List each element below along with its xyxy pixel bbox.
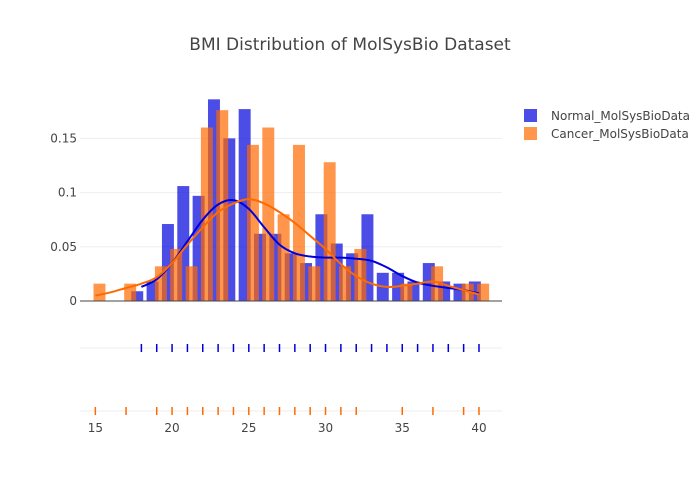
y-tick-label: 0.15: [50, 131, 77, 145]
legend-label[interactable]: Cancer_MolSysBioData: [551, 127, 689, 141]
legend-swatch[interactable]: [524, 109, 537, 122]
histogram-bar-normal[interactable]: [407, 281, 420, 301]
x-tick-label: 35: [395, 421, 410, 435]
histogram-bar-cancer[interactable]: [216, 110, 229, 301]
histogram-bar-cancer[interactable]: [93, 283, 106, 301]
histogram-bar-normal[interactable]: [330, 243, 343, 301]
histogram-bar-normal[interactable]: [300, 263, 313, 301]
histogram-bar-cancer[interactable]: [354, 248, 367, 301]
histogram-bar-normal[interactable]: [361, 214, 374, 301]
histogram-bar-cancer[interactable]: [262, 127, 275, 302]
x-tick-label: 30: [318, 421, 333, 435]
histogram-bar-normal[interactable]: [177, 186, 190, 301]
kde-curve-cancer[interactable]: [95, 198, 480, 297]
histogram-bar-cancer[interactable]: [124, 283, 137, 301]
x-tick-label: 15: [88, 421, 103, 435]
legend-item-cancer[interactable]: Cancer_MolSysBioData: [524, 127, 689, 141]
legend-swatch[interactable]: [524, 127, 537, 140]
histogram-bar-cancer[interactable]: [185, 266, 198, 301]
histogram-bar-normal[interactable]: [254, 233, 266, 301]
y-tick-label: 0.1: [58, 186, 77, 200]
histogram-bar-normal[interactable]: [192, 195, 205, 301]
legend-label[interactable]: Normal_MolSysBioData: [551, 109, 690, 123]
histogram-bar-normal[interactable]: [269, 233, 282, 301]
histogram-bar-normal[interactable]: [223, 138, 236, 301]
histogram-bar-cancer[interactable]: [477, 283, 490, 301]
x-tick-label: 40: [471, 421, 486, 435]
histogram-bar-cancer[interactable]: [308, 266, 321, 301]
histogram-bar-cancer[interactable]: [277, 214, 290, 301]
histogram-bar-cancer[interactable]: [400, 283, 413, 301]
histogram-bar-normal[interactable]: [161, 224, 174, 301]
x-tick-label: 25: [241, 421, 256, 435]
histogram-bar-cancer[interactable]: [246, 144, 259, 301]
chart-title: BMI Distribution of MolSysBio Dataset: [189, 35, 511, 55]
histogram-bar-cancer[interactable]: [339, 266, 352, 301]
rug-layer: [94, 344, 480, 415]
y-tick-label: 0.05: [50, 240, 77, 254]
histogram-bar-normal[interactable]: [438, 281, 451, 301]
legend-item-normal[interactable]: Normal_MolSysBioData: [524, 109, 690, 123]
histogram-bar-cancer[interactable]: [431, 266, 444, 301]
kde-layer: [95, 198, 480, 297]
histogram-bar-cancer[interactable]: [323, 162, 336, 301]
histogram-bar-normal[interactable]: [453, 283, 466, 301]
legend[interactable]: Normal_MolSysBioData Cancer_MolSysBioData: [524, 109, 690, 141]
bars-layer: [93, 99, 490, 302]
histogram-bar-cancer[interactable]: [292, 144, 305, 301]
histogram-bar-normal[interactable]: [346, 253, 359, 301]
y-tick-label: 0: [69, 294, 77, 308]
histogram-bar-cancer[interactable]: [154, 266, 167, 301]
x-tick-label: 20: [164, 421, 179, 435]
grid-layer: [80, 137, 502, 412]
histogram-bar-cancer[interactable]: [170, 248, 183, 301]
axis-layer: 0 0.05 0.1 0.15 15 20 25 30 35 40: [50, 131, 486, 435]
histogram-bar-normal[interactable]: [131, 291, 144, 301]
histogram-bar-normal[interactable]: [468, 281, 481, 301]
histogram-bar-normal[interactable]: [284, 253, 297, 301]
histogram-bar-normal[interactable]: [146, 281, 159, 301]
histogram-bar-normal[interactable]: [207, 99, 220, 301]
